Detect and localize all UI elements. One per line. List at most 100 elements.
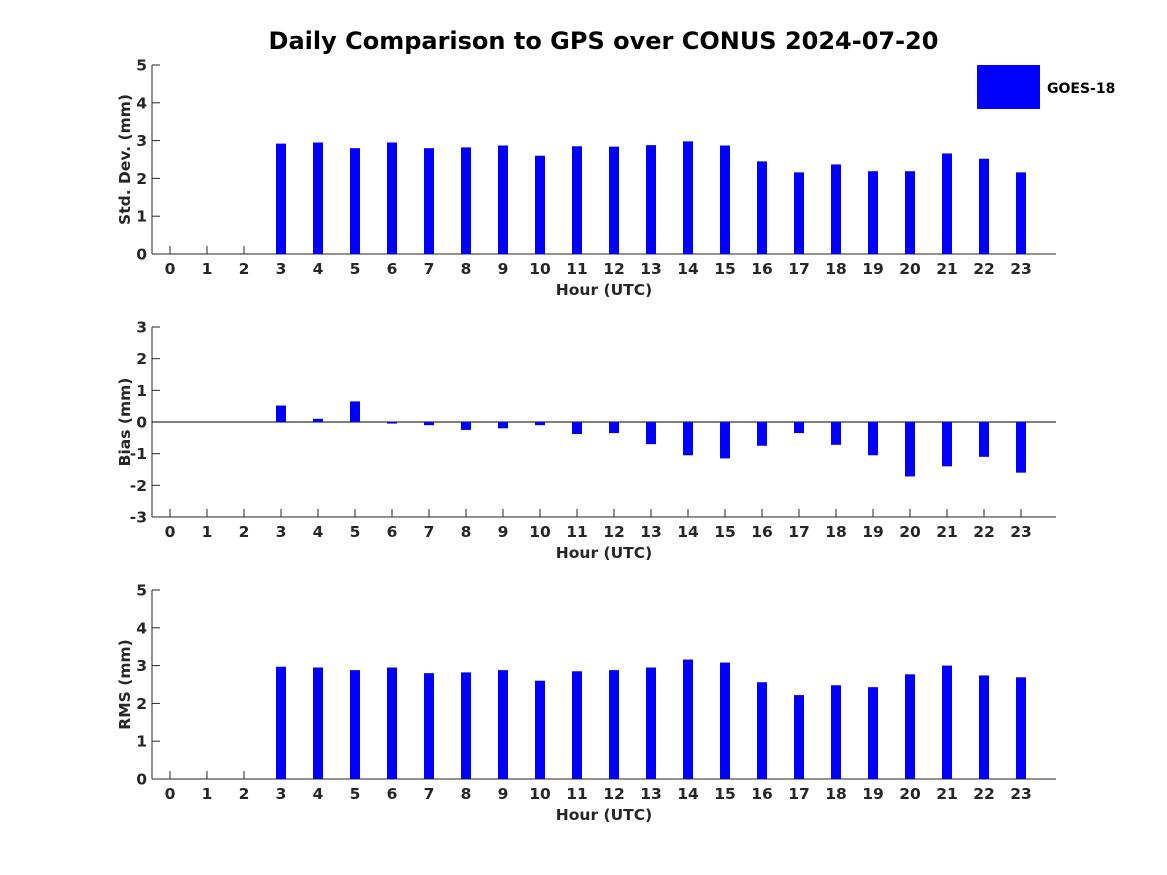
bar (905, 171, 915, 254)
y-tick-label: 1 (136, 733, 147, 751)
bar (646, 145, 656, 254)
bar (424, 422, 434, 426)
x-tick-label: 4 (313, 523, 324, 541)
y-tick-label: 5 (136, 57, 147, 75)
x-tick-label: 1 (202, 785, 213, 803)
y-tick-label: 0 (136, 414, 147, 432)
x-tick-label: 5 (350, 785, 361, 803)
chart-title: Daily Comparison to GPS over CONUS 2024-… (268, 27, 939, 55)
x-tick-label: 22 (973, 523, 995, 541)
x-tick-label: 8 (461, 260, 472, 278)
x-tick-label: 6 (387, 785, 398, 803)
x-tick-label: 13 (640, 260, 662, 278)
x-tick-label: 2 (239, 523, 250, 541)
bar (276, 405, 286, 422)
y-axis-label: RMS (mm) (116, 639, 134, 729)
x-tick-label: 20 (899, 260, 921, 278)
bar (461, 422, 471, 430)
x-tick-label: 15 (714, 785, 736, 803)
y-tick-label: 2 (136, 695, 147, 713)
legend-label: GOES-18 (1047, 81, 1115, 97)
x-axis-label: Hour (UTC) (556, 806, 652, 824)
bar (794, 422, 804, 434)
bar (350, 148, 360, 254)
bar (387, 142, 397, 254)
x-tick-label: 11 (566, 523, 588, 541)
x-tick-label: 17 (788, 785, 810, 803)
bar (350, 401, 360, 422)
x-tick-label: 12 (603, 260, 625, 278)
bar (757, 161, 767, 254)
x-tick-label: 23 (1010, 523, 1032, 541)
bar (831, 685, 841, 779)
bar (461, 672, 471, 779)
x-tick-label: 17 (788, 523, 810, 541)
legend-swatch (977, 65, 1040, 109)
bar (572, 671, 582, 779)
x-tick-label: 11 (566, 260, 588, 278)
x-tick-label: 9 (498, 523, 509, 541)
x-tick-label: 8 (461, 523, 472, 541)
bar (979, 675, 989, 779)
bar (646, 422, 656, 445)
y-tick-label: 3 (136, 132, 147, 150)
bar (905, 674, 915, 779)
x-tick-label: 13 (640, 523, 662, 541)
y-tick-label: 3 (136, 657, 147, 675)
x-tick-label: 2 (239, 260, 250, 278)
bar (868, 422, 878, 456)
bar (535, 680, 545, 779)
y-tick-label: -2 (130, 477, 147, 495)
bar (979, 422, 989, 457)
x-tick-label: 19 (862, 523, 884, 541)
y-tick-label: 3 (136, 319, 147, 337)
x-axis-label: Hour (UTC) (556, 281, 652, 299)
bar (313, 142, 323, 254)
bar (905, 422, 915, 477)
bar (461, 147, 471, 254)
bar (276, 143, 286, 254)
x-tick-label: 23 (1010, 785, 1032, 803)
x-tick-label: 10 (529, 785, 551, 803)
x-axis-label: Hour (UTC) (556, 544, 652, 562)
y-tick-label: 1 (136, 208, 147, 226)
bar (609, 670, 619, 779)
x-tick-label: 9 (498, 785, 509, 803)
x-tick-label: 0 (165, 523, 176, 541)
bar (572, 422, 582, 435)
bar (720, 145, 730, 254)
x-tick-label: 21 (936, 785, 958, 803)
bar (572, 146, 582, 254)
bar (720, 422, 730, 459)
bar (757, 682, 767, 779)
bar (1016, 422, 1026, 473)
bar (720, 662, 730, 779)
y-tick-label: 4 (136, 94, 147, 112)
y-tick-label: 2 (136, 170, 147, 188)
x-tick-label: 21 (936, 260, 958, 278)
bar (609, 146, 619, 254)
bar (350, 670, 360, 779)
x-tick-label: 7 (424, 785, 435, 803)
x-tick-label: 5 (350, 260, 361, 278)
x-tick-label: 3 (276, 523, 287, 541)
y-tick-label: 0 (136, 246, 147, 264)
x-tick-label: 6 (387, 260, 398, 278)
x-tick-label: 11 (566, 785, 588, 803)
bar (868, 171, 878, 254)
x-tick-label: 19 (862, 785, 884, 803)
y-tick-label: 2 (136, 350, 147, 368)
bar (646, 667, 656, 779)
x-tick-label: 1 (202, 523, 213, 541)
x-tick-label: 12 (603, 785, 625, 803)
bar (424, 148, 434, 254)
x-tick-label: 7 (424, 523, 435, 541)
bar (868, 687, 878, 779)
bar (387, 422, 397, 424)
x-tick-label: 7 (424, 260, 435, 278)
x-tick-label: 18 (825, 785, 847, 803)
x-tick-label: 16 (751, 260, 773, 278)
x-tick-label: 21 (936, 523, 958, 541)
